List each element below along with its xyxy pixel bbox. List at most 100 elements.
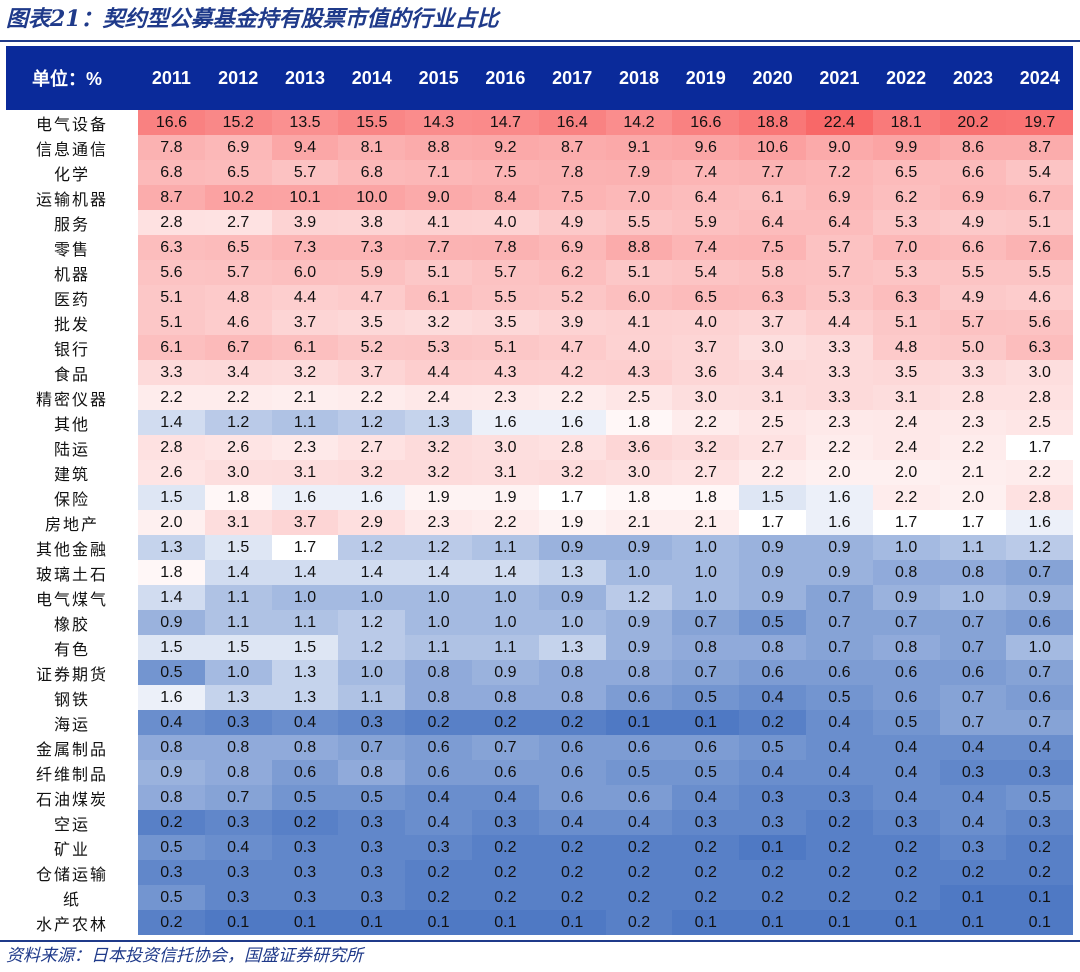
heatmap-cell: 5.1 [605,260,673,285]
heatmap-cell: 0.8 [471,685,539,710]
heatmap-cell: 6.7 [1006,185,1074,210]
heatmap-cell: 1.2 [338,410,406,435]
heatmap-cell: 6.5 [672,285,740,310]
heatmap-cell: 0.1 [805,910,873,935]
heatmap-cell: 0.4 [271,710,339,735]
table-row: 化学 6.8 6.5 5.7 6.8 7.1 7.5 7.8 7.9 7.4 7.7 7.2 6.5 6.… [6,160,1074,185]
heatmap-cell: 2.2 [739,460,806,485]
heatmap-cell: 0.5 [138,835,205,860]
heatmap-cell: 5.8 [739,260,806,285]
heatmap-cell: 0.8 [138,735,205,760]
heatmap-cell: 0.7 [939,710,1007,735]
heatmap-cell: 0.2 [739,860,806,885]
heatmap-cell: 2.4 [872,410,940,435]
heatmap-cell: 2.8 [538,435,606,460]
heatmap-cell: 3.2 [405,435,472,460]
heatmap-cell: 2.3 [271,435,339,460]
heatmap-cell: 1.0 [605,560,673,585]
heatmap-cell: 16.6 [672,110,740,135]
heatmap-table: 单位：% 2011 2012 2013 2014 2015 2016 2017 2018 201… [6,46,1074,935]
heatmap-cell: 0.5 [672,685,740,710]
year-header: 2020 [752,67,793,88]
heatmap-cell: 0.6 [538,760,606,785]
heatmap-cell: 0.7 [939,635,1007,660]
heatmap-cell: 4.3 [471,360,539,385]
heatmap-cell: 7.3 [338,235,406,260]
year-header: 2018 [618,67,659,88]
heatmap-cell: 7.8 [138,135,205,160]
heatmap-cell: 1.6 [805,510,873,535]
heatmap-cell: 0.6 [405,735,472,760]
table-row: 电气煤气 1.4 1.1 1.0 1.0 1.0 1.0 0.9 1.2 1.0 0.9 0.7 0.9… [6,585,1074,610]
heatmap-cell: 0.6 [605,785,673,810]
heatmap-cell: 1.3 [271,685,339,710]
heatmap-cell: 0.7 [672,660,740,685]
heatmap-cell: 7.8 [538,160,606,185]
industry-label: 海运 [6,710,138,735]
heatmap-cell: 1.8 [204,485,272,510]
heatmap-cell: 0.9 [739,585,806,610]
heatmap-cell: 9.2 [471,135,539,160]
heatmap-cell: 1.7 [271,535,339,560]
heatmap-cell: 6.8 [138,160,205,185]
heatmap-cell: 0.1 [204,910,272,935]
table-row: 橡胶 0.9 1.1 1.1 1.2 1.0 1.0 1.0 0.9 0.7 0.5 0.7 0.7 0.… [6,610,1074,635]
heatmap-cell: 1.0 [271,585,339,610]
heatmap-cell: 6.3 [739,285,806,310]
heatmap-cell: 5.9 [672,210,740,235]
industry-label: 空运 [6,810,138,835]
industry-label: 钢铁 [6,685,138,710]
heatmap-cell: 0.9 [138,760,205,785]
heatmap-cell: 0.6 [471,760,539,785]
heatmap-cell: 1.2 [338,610,406,635]
heatmap-cell: 0.4 [1006,735,1074,760]
heatmap-cell: 1.1 [939,535,1007,560]
heatmap-cell: 0.6 [605,685,673,710]
heatmap-cell: 9.9 [872,135,940,160]
heatmap-cell: 1.4 [405,560,472,585]
industry-label: 服务 [6,210,138,235]
heatmap-cell: 6.6 [939,235,1007,260]
heatmap-cell: 4.0 [471,210,539,235]
heatmap-cell: 3.7 [338,360,406,385]
heatmap-cell: 2.2 [672,410,740,435]
year-header: 2015 [418,67,459,88]
industry-label: 保险 [6,485,138,510]
heatmap-cell: 0.8 [405,660,472,685]
heatmap-cell: 3.3 [805,335,873,360]
unit-label: 单位：% [32,69,103,89]
heatmap-cell: 5.7 [805,260,873,285]
heatmap-cell: 14.7 [471,110,539,135]
heatmap-cell: 1.0 [204,660,272,685]
heatmap-cell: 4.3 [605,360,673,385]
heatmap-cell: 2.8 [939,385,1007,410]
heatmap-cell: 0.3 [338,860,406,885]
heatmap-cell: 0.4 [872,760,940,785]
heatmap-cell: 20.2 [939,110,1007,135]
heatmap-cell: 7.8 [471,235,539,260]
heatmap-cell: 0.9 [605,635,673,660]
heatmap-cell: 0.4 [872,735,940,760]
heatmap-cell: 1.5 [138,485,205,510]
heatmap-cell: 3.4 [739,360,806,385]
heatmap-cell: 0.2 [605,860,673,885]
heatmap-cell: 0.3 [405,835,472,860]
heatmap-cell: 3.0 [739,335,806,360]
heatmap-cell: 1.0 [405,610,472,635]
table-row: 石油煤炭 0.8 0.7 0.5 0.5 0.4 0.4 0.6 0.6 0.4 0.3 0.3 0.4… [6,785,1074,810]
table-row: 精密仪器 2.2 2.2 2.1 2.2 2.4 2.3 2.2 2.5 3.0 3.1 3.3 3.1… [6,385,1074,410]
heatmap-cell: 5.7 [204,260,272,285]
header-row: 单位：% 2011 2012 2013 2014 2015 2016 2017 2018 201… [6,46,1074,110]
heatmap-cell: 1.5 [138,635,205,660]
heatmap-cell: 3.3 [939,360,1007,385]
heatmap-cell: 0.7 [805,635,873,660]
heatmap-cell: 6.0 [271,260,339,285]
heatmap-cell: 1.6 [271,485,339,510]
heatmap-cell: 2.2 [538,385,606,410]
heatmap-cell: 0.6 [1006,685,1074,710]
industry-label: 纤维制品 [6,760,138,785]
heatmap-cell: 1.0 [672,560,740,585]
heatmap-cell: 0.9 [605,610,673,635]
heatmap-cell: 0.4 [405,810,472,835]
heatmap-cell: 1.7 [739,510,806,535]
